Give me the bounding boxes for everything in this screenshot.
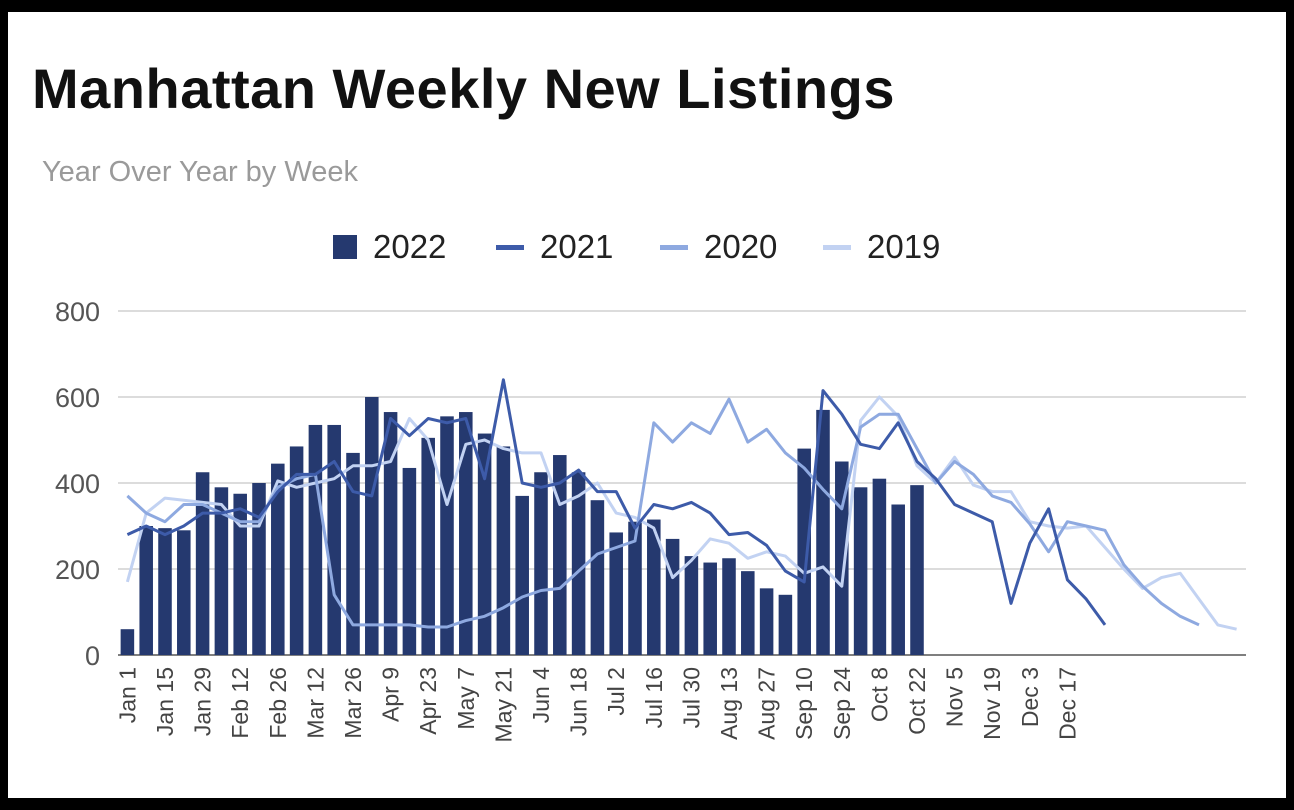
x-tick-label: Oct 22: [904, 667, 930, 735]
x-tick-label: Dec 17: [1054, 667, 1080, 740]
bar-2022: [233, 493, 247, 655]
bar-2022: [346, 452, 360, 655]
x-tick-label: Jan 29: [190, 667, 216, 736]
bar-2022: [402, 467, 417, 655]
bar-2022: [214, 487, 229, 655]
bar-2022: [872, 478, 887, 655]
bar-2022: [477, 433, 492, 655]
bar-2022: [741, 571, 755, 655]
x-tick-label: Mar 12: [302, 667, 328, 739]
bar-2022: [891, 504, 905, 655]
bar-2022: [609, 532, 623, 655]
chart-card: Manhattan Weekly New Listings Year Over …: [8, 12, 1286, 798]
legend-item-2021: 2021: [496, 222, 613, 272]
chart-title: Manhattan Weekly New Listings: [32, 57, 895, 120]
legend-swatch-2021: [496, 244, 524, 250]
bar-2022: [496, 446, 511, 655]
bar-2022: [590, 500, 605, 655]
bar-2022: [139, 526, 153, 655]
bar-2022: [195, 472, 210, 655]
x-tick-label: May 21: [490, 667, 516, 742]
legend-swatch-2019: [823, 244, 851, 250]
x-tick-label: Mar 26: [340, 667, 366, 739]
bar-2022: [910, 485, 924, 655]
x-tick-label: Apr 23: [415, 667, 441, 735]
chart-plot: 0 200 400 600 800 Jan 1 Jan 15 Jan 29 Feb 12 Feb …: [55, 297, 1246, 742]
bar-2022: [684, 556, 699, 655]
x-tick-label: Feb 12: [227, 667, 253, 739]
bar-2022: [759, 588, 774, 655]
x-tick-label: Jul 2: [603, 667, 629, 716]
legend-label-2020: 2020: [704, 228, 778, 265]
y-tick-label: 0: [85, 641, 100, 671]
bar-2022: [534, 472, 548, 655]
line-2020: [126, 397, 1200, 629]
x-tick-label: Jul 30: [678, 667, 704, 728]
bar-2022: [703, 562, 717, 655]
x-tick-label: Jun 4: [528, 667, 554, 723]
legend-item-2019: 2019: [823, 222, 940, 272]
x-tick-label: Apr 9: [378, 667, 404, 722]
bar-2022: [816, 409, 830, 655]
bar-2022: [647, 519, 661, 655]
x-tick-label: Jul 16: [641, 667, 667, 728]
bar-2022: [120, 629, 135, 655]
x-tick-label: May 7: [453, 667, 479, 730]
y-tick-label: 400: [55, 469, 100, 499]
y-tick-label: 600: [55, 383, 100, 413]
x-tick-label: Sep 24: [829, 667, 855, 740]
bar-2022: [797, 448, 811, 655]
x-tick-label: Sep 10: [791, 667, 817, 740]
bar-2022: [515, 495, 529, 655]
chart-subtitle: Year Over Year by Week: [42, 156, 358, 188]
bar-2022: [327, 424, 341, 655]
x-tick-label: Dec 3: [1017, 667, 1043, 727]
legend-swatch-2020: [660, 244, 688, 250]
bar-2022: [308, 424, 323, 655]
x-tick-label: Aug 13: [716, 667, 742, 740]
chart-legend: 2022 2021 2020 2019: [8, 222, 1286, 272]
x-tick-label: Oct 8: [866, 667, 892, 722]
y-tick-label: 200: [55, 555, 100, 585]
line-2021: [126, 378, 1107, 626]
legend-item-2022: 2022: [333, 222, 446, 272]
x-tick-label: Aug 27: [754, 667, 780, 740]
legend-label-2022: 2022: [373, 228, 447, 265]
bar-2022: [158, 528, 172, 655]
x-tick-label: Jan 15: [152, 667, 178, 736]
bar-2022: [553, 455, 567, 655]
bar-2022: [289, 446, 304, 655]
y-tick-label: 800: [55, 297, 100, 327]
bar-2022: [177, 530, 191, 655]
bar-2022: [365, 397, 379, 655]
bar-2022: [778, 594, 793, 655]
legend-swatch-2022: [333, 235, 357, 259]
bar-2022: [665, 538, 680, 655]
x-tick-label: Feb 26: [265, 667, 291, 739]
x-tick-label: Jan 1: [114, 667, 140, 723]
x-tick-label: Nov 19: [979, 667, 1005, 740]
bar-2022: [383, 412, 398, 655]
legend-item-2020: 2020: [660, 222, 777, 272]
bar-2022: [853, 487, 868, 655]
bar-2022: [440, 416, 454, 655]
bar-2022: [571, 472, 586, 655]
x-tick-label: Nov 5: [942, 667, 968, 727]
bar-2022: [421, 437, 435, 655]
legend-label-2021: 2021: [540, 228, 614, 265]
bar-2022: [628, 521, 642, 655]
legend-label-2019: 2019: [867, 228, 941, 265]
bar-2022: [271, 463, 285, 655]
bar-2022: [722, 558, 736, 655]
bar-2022: [835, 461, 849, 655]
bar-2022: [459, 412, 473, 655]
x-tick-label: Jun 18: [566, 667, 592, 736]
